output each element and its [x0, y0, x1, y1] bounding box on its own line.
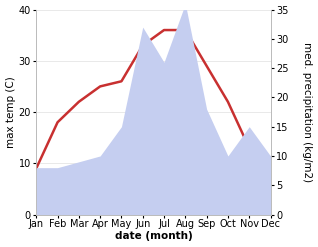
X-axis label: date (month): date (month) — [114, 231, 192, 242]
Y-axis label: med. precipitation (kg/m2): med. precipitation (kg/m2) — [302, 42, 313, 182]
Y-axis label: max temp (C): max temp (C) — [5, 76, 16, 148]
